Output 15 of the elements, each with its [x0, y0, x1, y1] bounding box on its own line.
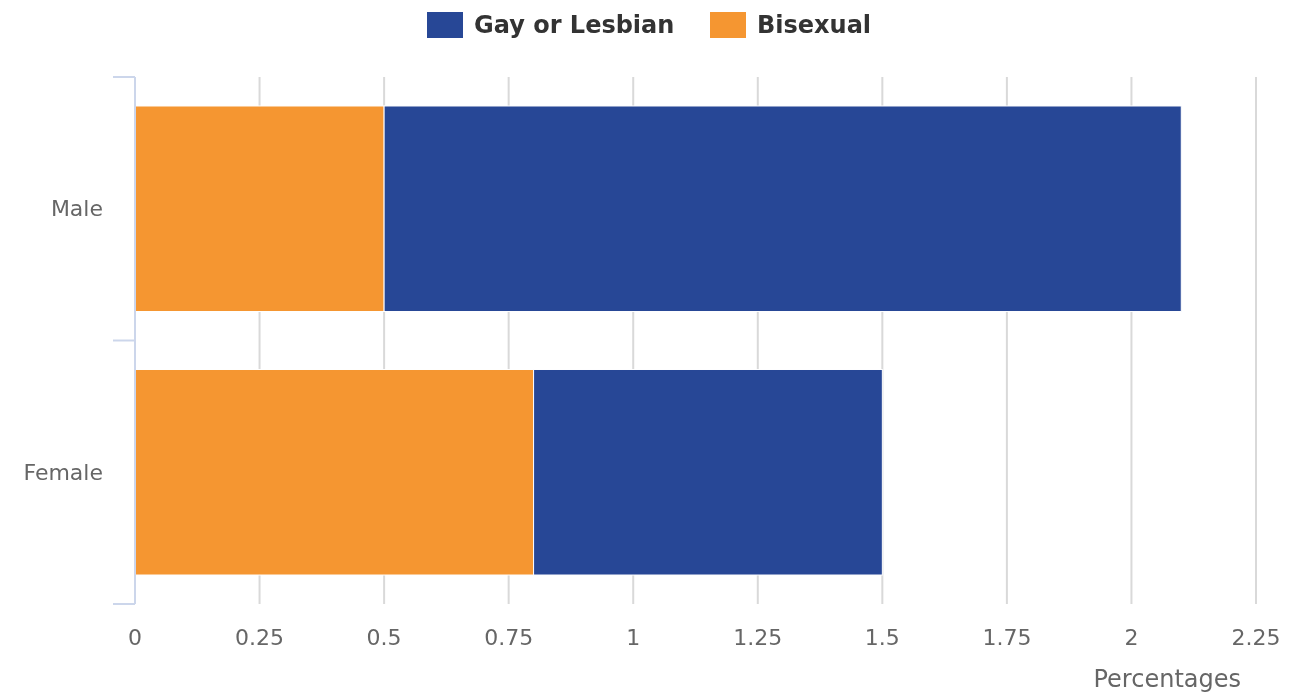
- x-tick-label: 0.25: [235, 625, 285, 650]
- x-axis-title: Percentages: [1093, 665, 1241, 693]
- y-tick-label: Male: [50, 196, 103, 222]
- x-tick-label: 2.25: [1231, 625, 1281, 650]
- text: Gay or Lesbian: [474, 11, 675, 40]
- y-tick-label: Female: [23, 459, 103, 485]
- x-tick-label: 1.25: [733, 625, 783, 650]
- x-tick-label: 1: [626, 625, 641, 650]
- legend-label: Bisexual: [757, 11, 872, 40]
- x-tick-label: 1.5: [864, 625, 900, 650]
- x-tick-label: 2: [1124, 625, 1139, 650]
- x-tick-label: 0.75: [484, 625, 534, 650]
- x-tick-label: 0.5: [366, 625, 402, 650]
- x-tick-label: 1.75: [982, 625, 1032, 650]
- x-tick-label: 0: [128, 625, 142, 650]
